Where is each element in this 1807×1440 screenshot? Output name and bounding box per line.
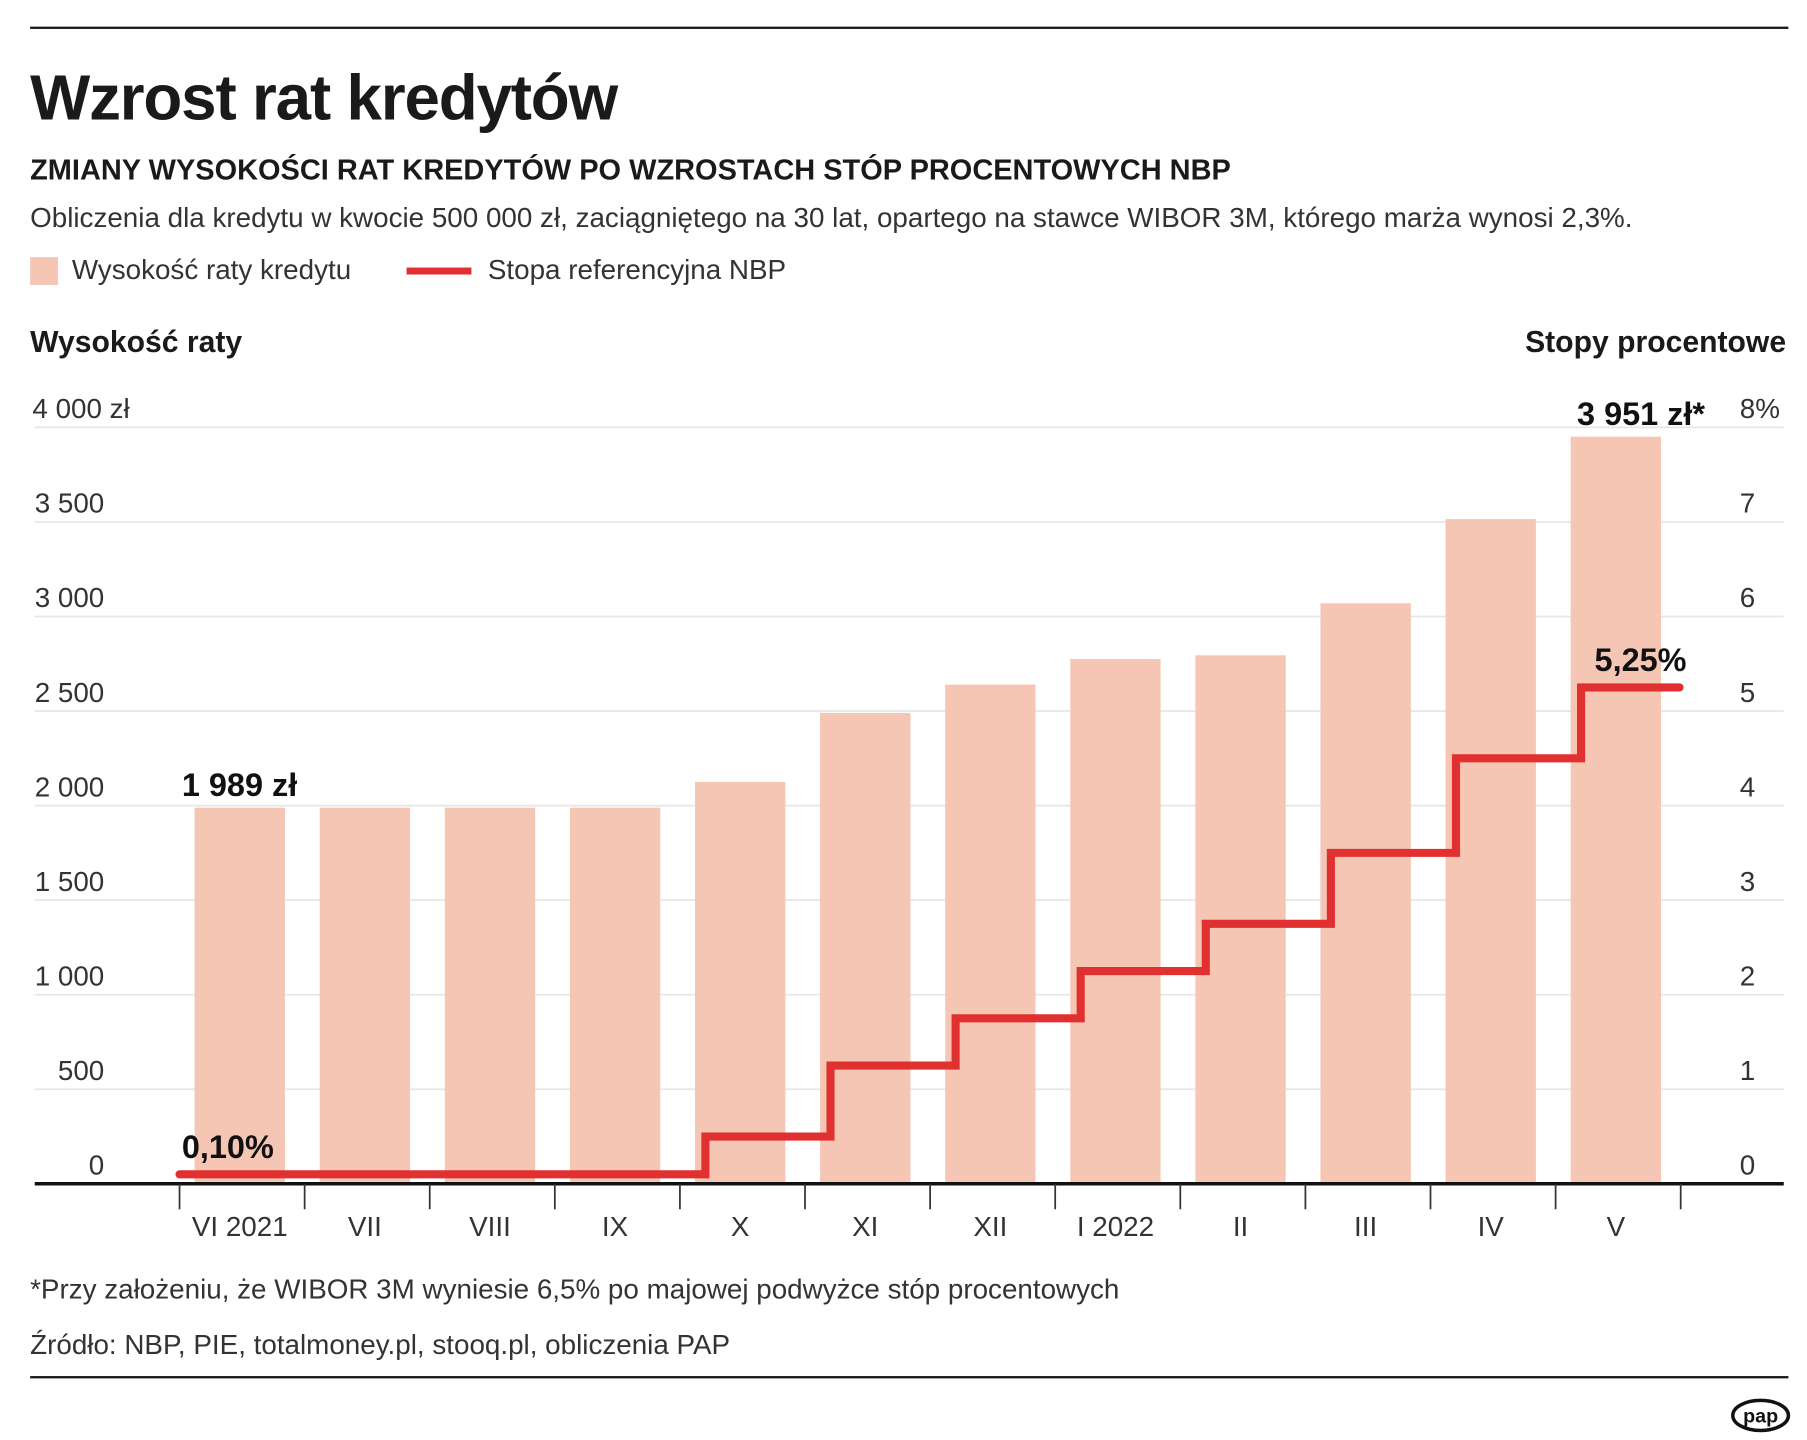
left-tick-label: 1 000 (35, 960, 105, 991)
first-rate-label: 0,10% (182, 1129, 274, 1165)
x-tick-label: IV (1478, 1211, 1505, 1242)
right-tick-label: 7 (1740, 488, 1755, 519)
last-bar-label: 3 951 zł* (1577, 396, 1705, 432)
bar (1070, 659, 1161, 1184)
x-tick-label: XII (973, 1211, 1007, 1242)
legend: Wysokość raty kredytu Stopa referencyjna… (30, 255, 786, 287)
left-tick-label: 2 000 (35, 771, 105, 802)
left-tick-label: 3 000 (35, 582, 105, 613)
legend-swatch-line (406, 267, 472, 275)
right-tick-label: 6 (1740, 582, 1755, 613)
first-bar-label: 1 989 zł (182, 767, 297, 803)
x-tick-label: VII (348, 1211, 382, 1242)
right-tick-label: 2 (1740, 960, 1755, 991)
bar (1320, 603, 1411, 1184)
rate-step-line (175, 683, 1684, 1179)
x-tick-label: I 2022 (1077, 1211, 1154, 1242)
bar (1195, 655, 1286, 1184)
chart-description: Obliczenia dla kredytu w kwocie 500 000 … (30, 202, 1633, 234)
bar (820, 712, 911, 1184)
right-tick-label: 0 (1740, 1150, 1755, 1181)
x-tick-label: III (1354, 1211, 1377, 1242)
top-rule (30, 26, 1789, 29)
chart-plot: 0 500 1 000 1 500 2 000 2 500 3 000 3 500 4 000 … (32, 393, 1784, 1242)
bar (319, 807, 411, 1184)
x-tick-label: IX (602, 1211, 628, 1242)
x-tick-label: X (731, 1211, 750, 1242)
chart-subtitle: ZMIANY WYSOKOŚCI RAT KREDYTÓW PO WZROSTA… (30, 154, 1231, 187)
x-tick-label: II (1233, 1211, 1248, 1242)
left-tick-label: 500 (58, 1055, 104, 1086)
pap-logo: pap (1731, 1398, 1791, 1433)
legend-label-bar: Wysokość raty kredytu (71, 254, 352, 287)
bar (569, 807, 661, 1184)
right-tick-label: 8% (1740, 393, 1780, 424)
x-tick-label: V (1607, 1211, 1626, 1242)
source: Źródło: NBP, PIE, totalmoney.pl, stooq.p… (30, 1329, 731, 1362)
left-tick-label: 2 500 (35, 677, 105, 708)
right-axis-title: Stopy procentowe (1525, 324, 1787, 360)
left-axis-title: Wysokość raty (30, 324, 243, 360)
legend-swatch-bar (30, 257, 58, 285)
bar (1445, 519, 1536, 1184)
left-tick-label: 0 (89, 1150, 104, 1181)
bar (194, 807, 285, 1184)
chart-title: Wzrost rat kredytów (30, 61, 618, 134)
x-tick-label: XI (852, 1211, 878, 1242)
legend-label-line: Stopa referencyjna NBP (487, 254, 787, 287)
bar (444, 807, 536, 1184)
right-tick-label: 4 (1740, 771, 1755, 802)
bar (945, 684, 1036, 1184)
x-tick-label: VIII (469, 1211, 511, 1242)
right-tick-label: 5 (1740, 677, 1755, 708)
left-tick-label: 1 500 (35, 866, 105, 897)
svg-text:pap: pap (1743, 1405, 1778, 1427)
right-tick-label: 1 (1740, 1055, 1755, 1086)
bar (1570, 436, 1662, 1184)
right-tick-label: 3 (1740, 866, 1755, 897)
last-rate-label: 5,25% (1595, 642, 1687, 678)
bar (694, 781, 786, 1184)
bottom-rule (30, 1376, 1789, 1379)
footnote: *Przy założeniu, że WIBOR 3M wyniesie 6,… (30, 1274, 1120, 1306)
left-tick-label: 3 500 (35, 488, 105, 519)
left-tick-label: 4 000 zł (32, 393, 129, 424)
x-tick-label: VI 2021 (192, 1211, 288, 1242)
